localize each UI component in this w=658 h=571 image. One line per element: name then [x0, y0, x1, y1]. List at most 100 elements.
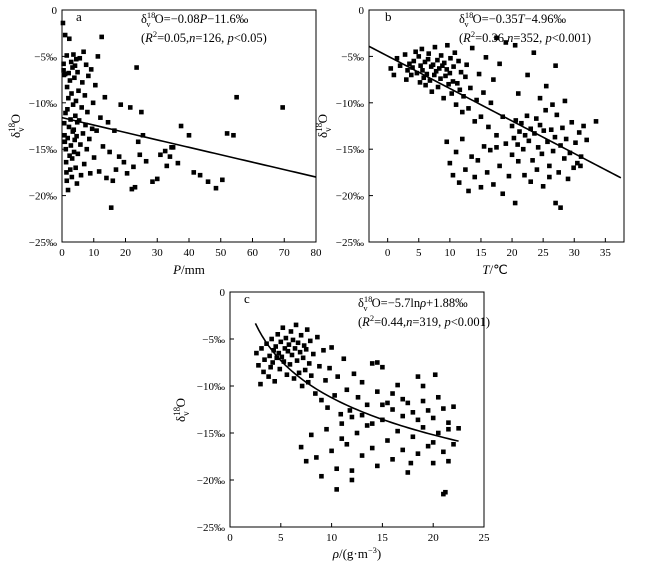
data-point	[349, 468, 355, 473]
fit-line	[368, 45, 622, 179]
data-point	[315, 334, 320, 340]
data-point	[515, 158, 521, 164]
data-point	[385, 438, 390, 443]
plot-frame	[229, 291, 485, 528]
data-point	[440, 63, 445, 68]
data-point	[72, 137, 77, 143]
data-point	[469, 45, 475, 51]
data-point	[338, 411, 344, 417]
data-point	[390, 407, 395, 412]
data-point	[334, 487, 339, 492]
data-point	[455, 81, 460, 86]
data-point	[453, 102, 459, 107]
y-tick-label: −25‰	[336, 237, 364, 249]
data-point	[63, 110, 68, 116]
data-point	[124, 171, 130, 176]
data-point	[297, 349, 303, 355]
data-point	[404, 77, 409, 82]
data-point	[205, 179, 211, 184]
data-point	[261, 369, 266, 375]
data-point	[162, 148, 168, 154]
data-point	[281, 359, 287, 364]
data-point	[304, 327, 310, 332]
data-point	[511, 135, 517, 141]
data-point	[364, 423, 370, 428]
data-point	[178, 123, 184, 129]
data-point	[271, 347, 276, 353]
data-point	[81, 161, 87, 167]
data-point	[317, 363, 322, 369]
data-point	[64, 178, 70, 184]
y-tick-label: −15‰	[29, 144, 57, 156]
data-point	[62, 71, 68, 77]
data-point	[259, 346, 264, 351]
data-point	[481, 90, 486, 95]
data-point	[438, 53, 444, 58]
data-point	[433, 68, 439, 74]
data-point	[108, 205, 114, 210]
data-point	[571, 165, 576, 171]
data-point	[89, 126, 95, 132]
data-point	[70, 102, 76, 107]
data-point	[364, 402, 370, 408]
regression-equation: δ18 v O=−0.35T−4.96‰	[459, 10, 567, 29]
data-point	[513, 118, 519, 123]
data-point	[71, 127, 77, 133]
data-point	[90, 100, 96, 106]
x-tick-label: 70	[279, 247, 291, 259]
data-point	[339, 436, 345, 441]
y-tick-label: −10‰	[197, 381, 225, 393]
data-point	[275, 332, 281, 337]
data-point	[329, 448, 334, 454]
data-point	[435, 394, 441, 400]
data-point	[93, 82, 98, 88]
data-point	[410, 434, 416, 440]
data-point	[256, 363, 261, 368]
data-point	[429, 89, 435, 94]
data-point	[110, 178, 116, 184]
data-point	[298, 332, 304, 338]
x-tick-label: 0	[227, 532, 233, 544]
data-point	[424, 71, 430, 77]
data-point	[503, 40, 509, 45]
data-point	[539, 151, 545, 157]
data-point	[478, 184, 484, 190]
x-tick-label: 0	[59, 247, 65, 259]
data-point	[344, 387, 350, 393]
data-point	[528, 126, 534, 132]
data-point	[74, 181, 80, 186]
data-point	[175, 160, 181, 166]
data-point	[158, 152, 163, 158]
data-point	[282, 346, 288, 351]
data-point	[436, 66, 442, 71]
data-point	[375, 360, 380, 365]
data-point	[273, 344, 279, 349]
data-point	[466, 188, 471, 194]
data-point	[569, 119, 575, 125]
data-point	[453, 149, 459, 155]
data-point	[288, 329, 294, 334]
data-point	[410, 410, 416, 415]
panel-label: a	[76, 9, 82, 24]
data-point	[105, 119, 111, 125]
data-point	[541, 128, 547, 133]
data-point	[79, 105, 84, 110]
data-point	[107, 149, 112, 155]
data-point	[306, 361, 312, 366]
data-point	[456, 58, 461, 64]
data-point	[65, 135, 71, 141]
data-point	[99, 34, 104, 40]
data-point	[63, 146, 69, 152]
data-point	[408, 460, 414, 466]
data-point	[405, 470, 411, 475]
data-point	[494, 35, 499, 41]
data-point	[410, 65, 415, 70]
data-point	[299, 383, 305, 389]
data-point	[553, 63, 558, 68]
data-point	[456, 426, 461, 431]
data-point	[556, 170, 561, 175]
data-point	[186, 132, 192, 138]
data-point	[380, 364, 385, 370]
data-point	[395, 382, 400, 388]
